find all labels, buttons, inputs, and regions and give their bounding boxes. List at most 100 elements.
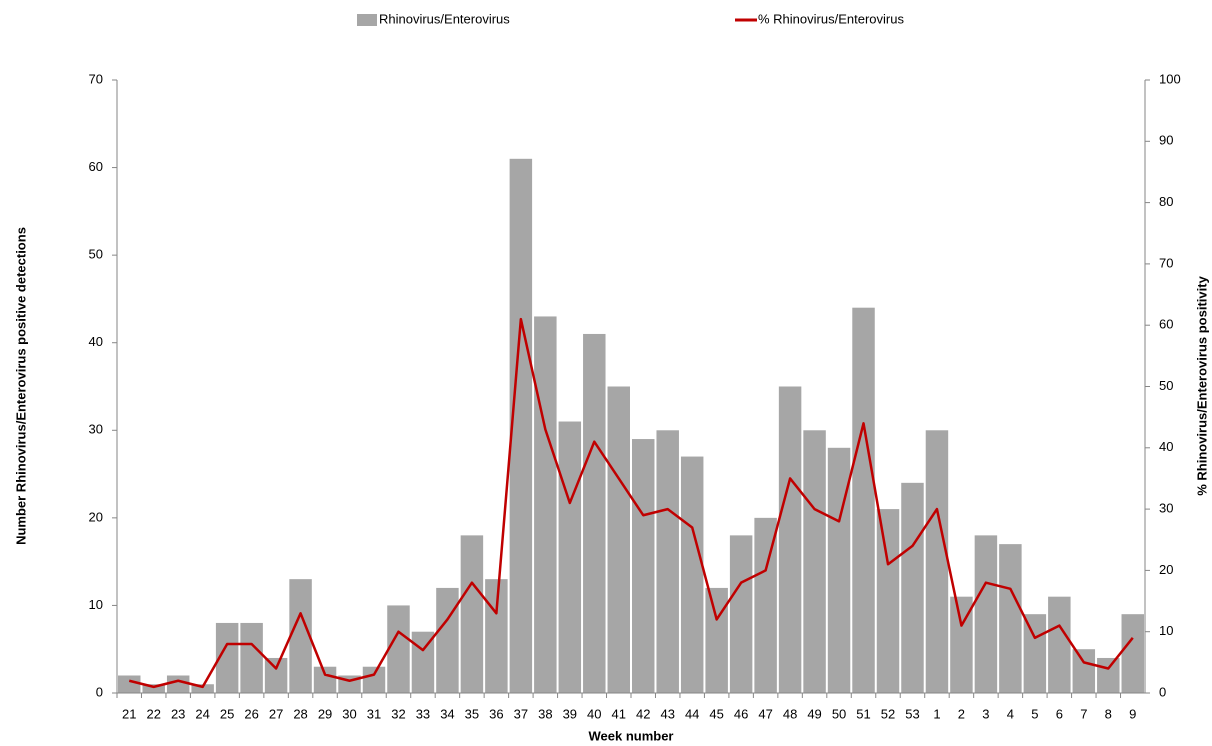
bar	[1121, 614, 1144, 693]
y-tick-label: 30	[89, 422, 103, 437]
y-tick-label: 20	[89, 509, 103, 524]
x-tick-label: 4	[1007, 706, 1014, 721]
x-tick-label: 50	[832, 706, 846, 721]
x-tick-label: 36	[489, 706, 503, 721]
bar	[729, 535, 753, 693]
y2-tick-label: 90	[1159, 133, 1173, 148]
legend-swatch	[357, 14, 377, 26]
x-tick-label: 38	[538, 706, 552, 721]
bar	[901, 482, 924, 693]
bar	[803, 430, 826, 693]
x-tick-label: 48	[783, 706, 797, 721]
bar	[387, 605, 410, 693]
bar	[1097, 657, 1120, 693]
bar	[509, 158, 533, 694]
bar	[534, 316, 557, 693]
x-tick-label: 24	[195, 706, 209, 721]
legend-label: % Rhinovirus/Enterovirus	[758, 11, 904, 26]
bar	[436, 587, 459, 693]
bar	[191, 684, 214, 693]
bar	[118, 675, 141, 693]
x-tick-label: 49	[807, 706, 821, 721]
bar	[485, 579, 508, 693]
x-tick-label: 51	[856, 706, 870, 721]
bar	[240, 622, 263, 693]
bar	[754, 517, 777, 693]
x-tick-label: 5	[1031, 706, 1038, 721]
y2-tick-label: 50	[1159, 378, 1173, 393]
x-tick-label: 41	[612, 706, 626, 721]
y2-tick-label: 100	[1159, 71, 1181, 86]
bar	[1023, 614, 1047, 693]
x-tick-label: 29	[318, 706, 332, 721]
y2-tick-label: 30	[1159, 501, 1173, 516]
bar	[166, 675, 190, 693]
x-tick-label: 43	[660, 706, 674, 721]
y2-tick-label: 80	[1159, 194, 1173, 209]
x-tick-label: 46	[734, 706, 748, 721]
bar	[680, 456, 704, 693]
bar	[289, 579, 312, 693]
x-tick-label: 44	[685, 706, 699, 721]
bar	[876, 509, 900, 693]
y-tick-label: 40	[89, 334, 103, 349]
y2-axis-label: % Rhinovirus/Enterovirus positivity	[1194, 275, 1209, 495]
line	[128, 317, 1134, 689]
x-tick-label: 47	[758, 706, 772, 721]
x-tick-label: 1	[933, 706, 940, 721]
bar	[1072, 649, 1096, 693]
bar	[460, 535, 484, 693]
x-tick-label: 9	[1129, 706, 1136, 721]
bar	[705, 587, 728, 693]
bar	[362, 666, 386, 693]
y2-tick-label: 40	[1159, 439, 1173, 454]
x-tick-label: 34	[440, 706, 454, 721]
x-tick-label: 52	[881, 706, 895, 721]
y-tick-label: 10	[89, 597, 103, 612]
x-tick-label: 21	[122, 706, 136, 721]
y-axis-label: Number Rhinovirus/Enterovirus positive d…	[13, 227, 28, 545]
x-tick-label: 30	[342, 706, 356, 721]
bar	[778, 386, 802, 693]
y-tick-label: 50	[89, 247, 103, 262]
x-tick-label: 23	[171, 706, 185, 721]
y2-tick-label: 0	[1159, 684, 1166, 699]
x-tick-label: 22	[146, 706, 160, 721]
bar	[264, 657, 288, 693]
y2-tick-label: 60	[1159, 317, 1173, 332]
y2-tick-label: 10	[1159, 623, 1173, 638]
x-tick-label: 42	[636, 706, 650, 721]
x-tick-label: 26	[244, 706, 258, 721]
y-tick-label: 0	[96, 684, 103, 699]
x-tick-label: 39	[563, 706, 577, 721]
bar	[999, 544, 1022, 693]
bar	[142, 684, 165, 693]
bar	[215, 622, 239, 693]
x-tick-label: 6	[1056, 706, 1063, 721]
x-tick-label: 28	[293, 706, 307, 721]
x-tick-label: 31	[367, 706, 381, 721]
y2-tick-label: 20	[1159, 562, 1173, 577]
x-tick-label: 33	[416, 706, 430, 721]
bar	[313, 666, 337, 693]
x-tick-label: 40	[587, 706, 601, 721]
y2-tick-label: 70	[1159, 255, 1173, 270]
x-tick-label: 37	[514, 706, 528, 721]
bar	[950, 596, 973, 693]
x-tick-label: 8	[1105, 706, 1112, 721]
x-tick-label: 45	[709, 706, 723, 721]
bar	[1048, 596, 1071, 693]
x-axis-label: Week number	[588, 728, 673, 743]
bar	[925, 430, 949, 693]
x-tick-label: 2	[958, 706, 965, 721]
x-tick-label: 53	[905, 706, 919, 721]
x-tick-label: 3	[982, 706, 989, 721]
bar	[974, 535, 998, 693]
bar	[558, 421, 582, 693]
x-tick-label: 25	[220, 706, 234, 721]
y-tick-label: 60	[89, 159, 103, 174]
x-tick-label: 7	[1080, 706, 1087, 721]
bar	[827, 447, 851, 693]
legend-label: Rhinovirus/Enterovirus	[379, 11, 510, 26]
bar	[583, 333, 606, 693]
